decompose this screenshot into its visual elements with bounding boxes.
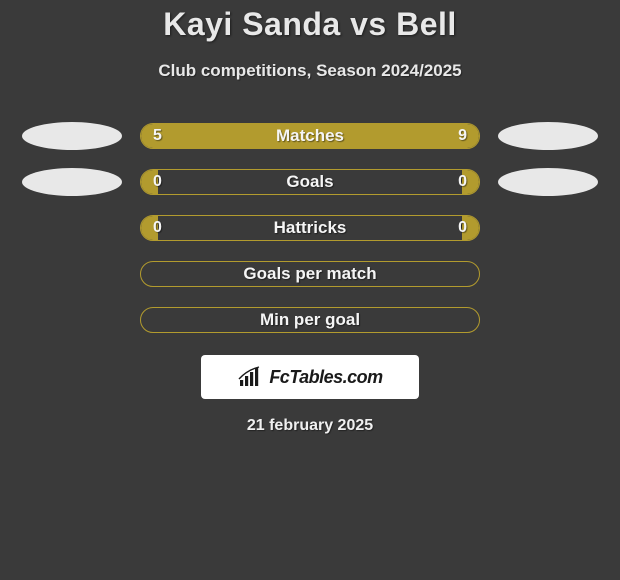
avatar-spacer: [22, 214, 122, 242]
brand-logo[interactable]: FcTables.com: [201, 355, 419, 399]
stat-row: Goals per match: [0, 261, 620, 287]
stat-label: Goals: [141, 170, 479, 194]
stat-row: 00Hattricks: [0, 215, 620, 241]
stat-label: Hattricks: [141, 216, 479, 240]
avatar-spacer: [498, 214, 598, 242]
avatar-spacer: [498, 306, 598, 334]
stat-bar: 00Hattricks: [140, 215, 480, 241]
player-left-avatar: [22, 122, 122, 150]
footer-date: 21 february 2025: [0, 417, 620, 435]
stat-row: Min per goal: [0, 307, 620, 333]
stat-row: 59Matches: [0, 123, 620, 149]
player-left-avatar: [22, 168, 122, 196]
brand-text: FcTables.com: [269, 367, 382, 388]
avatar-spacer: [498, 260, 598, 288]
stat-bar: Goals per match: [140, 261, 480, 287]
stats-area: 59Matches 00Goals 00Hattricks Goals per mat…: [0, 123, 620, 333]
player-right-avatar: [498, 122, 598, 150]
stat-row: 00Goals: [0, 169, 620, 195]
avatar-spacer: [22, 260, 122, 288]
stat-label: Min per goal: [141, 308, 479, 332]
avatar-spacer: [22, 306, 122, 334]
stat-label: Goals per match: [141, 262, 479, 286]
player-right-avatar: [498, 168, 598, 196]
comparison-widget: Kayi Sanda vs Bell Club competitions, Se…: [0, 0, 620, 580]
bar-chart-icon: [237, 366, 263, 388]
page-subtitle: Club competitions, Season 2024/2025: [0, 61, 620, 81]
stat-bar: 59Matches: [140, 123, 480, 149]
stat-bar: Min per goal: [140, 307, 480, 333]
page-title: Kayi Sanda vs Bell: [0, 6, 620, 43]
stat-label: Matches: [141, 124, 479, 148]
stat-bar: 00Goals: [140, 169, 480, 195]
